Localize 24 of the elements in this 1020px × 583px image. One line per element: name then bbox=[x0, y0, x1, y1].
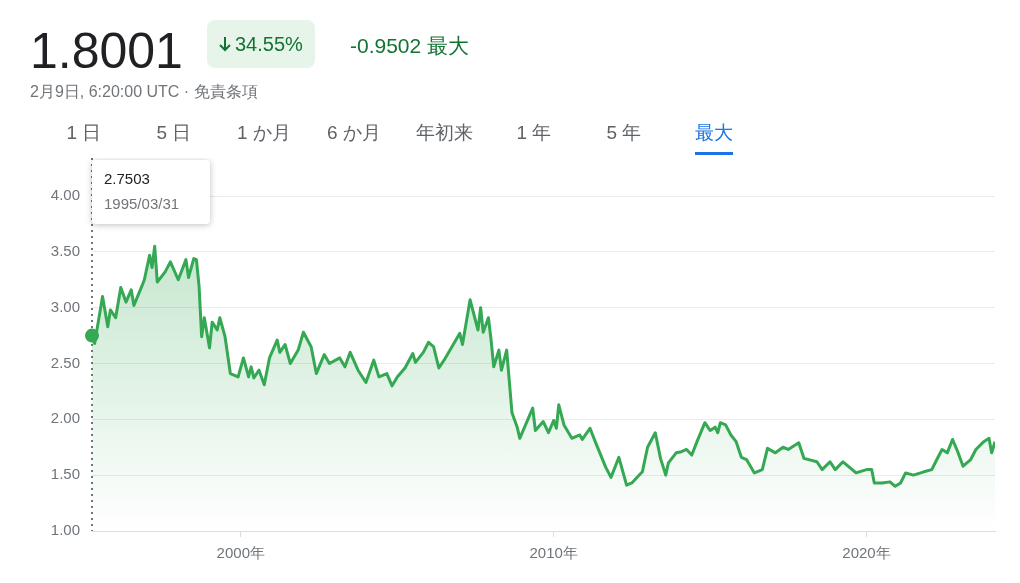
text: 1 か月 bbox=[237, 121, 291, 145]
y-tick-label: 1.50 bbox=[50, 465, 80, 483]
text: 1 年 bbox=[516, 121, 552, 145]
chart-title: 1.8001 bbox=[30, 22, 183, 80]
text: 年初来 bbox=[415, 121, 473, 145]
text: 最大 bbox=[695, 120, 733, 155]
x-tick-label: 2000年 bbox=[216, 544, 265, 562]
y-tick-label: 2.50 bbox=[50, 353, 80, 371]
x-tick-label: 2010年 bbox=[529, 544, 578, 562]
chart-subtitle: 2月9日, 6:20:00 UTC · 免責条項 bbox=[30, 82, 258, 102]
y-tick-label: 2.00 bbox=[50, 409, 80, 427]
text: -0.9502 最大 bbox=[350, 33, 470, 59]
y-tick-label: 3.00 bbox=[50, 297, 80, 315]
y-tick-label: 4.00 bbox=[50, 186, 80, 204]
y-tick-label: 1.00 bbox=[50, 521, 80, 539]
text: 5 日 bbox=[156, 121, 192, 145]
text: 2.7503 bbox=[104, 170, 150, 188]
y-tick-label: 3.50 bbox=[50, 241, 80, 259]
annotation: 1995/03/31 bbox=[104, 195, 180, 213]
text: 1 日 bbox=[66, 121, 102, 145]
text: 5 年 bbox=[606, 121, 642, 145]
text: 6 か月 bbox=[327, 121, 381, 145]
text: 34.55% bbox=[235, 32, 303, 56]
x-tick-label: 2020年 bbox=[842, 544, 891, 562]
